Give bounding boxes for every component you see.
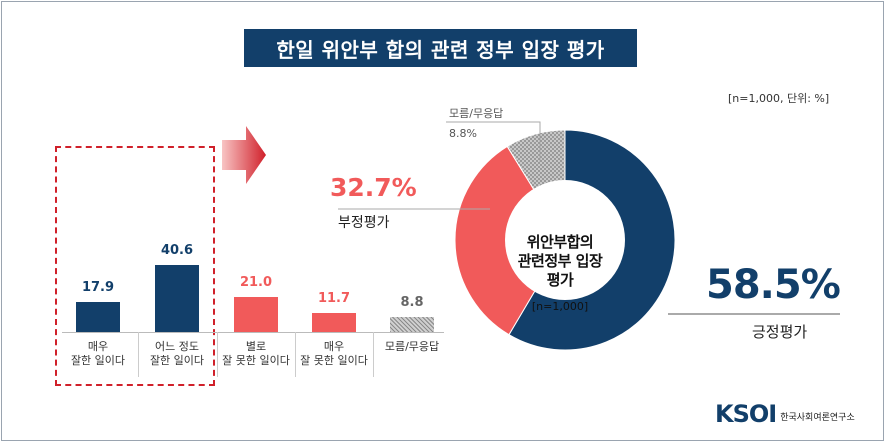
bar-category-label: 매우 잘 못한 일이다 <box>300 340 368 367</box>
arrow-icon <box>222 126 266 184</box>
negative-pct: 32.7% <box>330 173 417 202</box>
axis-tick <box>373 332 374 377</box>
dk-pct: 8.8% <box>449 127 477 140</box>
dk-label-block: 모름/무응답 8.8% <box>449 104 503 144</box>
ksoi-logo: KSOI 한국사회여론연구소 <box>715 400 855 428</box>
bar-axis <box>62 332 444 333</box>
bar-value-label: 8.8 <box>400 295 424 311</box>
axis-tick <box>295 332 296 377</box>
bar <box>390 317 434 332</box>
bar <box>76 302 120 332</box>
positive-highlight-box <box>55 146 215 386</box>
bar <box>234 297 278 332</box>
unit-note: [n=1,000, 단위: %] <box>728 92 830 105</box>
bar-category-label: 매우 잘한 일이다 <box>70 340 126 367</box>
center-title-line: 위안부합의 <box>526 233 594 251</box>
logo-mark: KSOI <box>715 400 777 428</box>
donut-chart <box>454 130 676 351</box>
donut-hole <box>505 180 625 300</box>
chart-title: 한일 위안부 합의 관련 정부 입장 평가 <box>244 29 637 67</box>
leader-line-dk <box>446 121 541 162</box>
positive-pct: 58.5% <box>706 262 841 308</box>
bar-value-label: 40.6 <box>160 242 194 258</box>
center-title-line: 평가 <box>546 271 574 289</box>
bar-category-label: 어느 정도 잘한 일이다 <box>149 340 205 367</box>
bar-value-label: 17.9 <box>81 280 115 296</box>
donut-center-title: 위안부합의 관련정부 입장 평가 <box>500 233 620 290</box>
axis-tick <box>137 332 139 377</box>
bar-value-label: 11.7 <box>317 290 351 306</box>
center-title-line: 관련정부 입장 <box>517 252 603 270</box>
donut-center-note: [n=1,000] <box>531 300 589 313</box>
bar-value-label: 21.0 <box>239 275 273 291</box>
dk-label: 모름/무응답 <box>449 107 504 120</box>
axis-tick <box>216 332 218 377</box>
bar <box>312 312 356 332</box>
negative-label: 부정평가 <box>338 215 390 231</box>
positive-label: 긍정평가 <box>752 323 808 341</box>
logo-name: 한국사회여론연구소 <box>780 412 855 423</box>
bar-category-label: 모름/무응답 <box>384 340 440 353</box>
bar <box>155 264 199 332</box>
bar-category-label: 별로 잘 못한 일이다 <box>222 340 290 367</box>
